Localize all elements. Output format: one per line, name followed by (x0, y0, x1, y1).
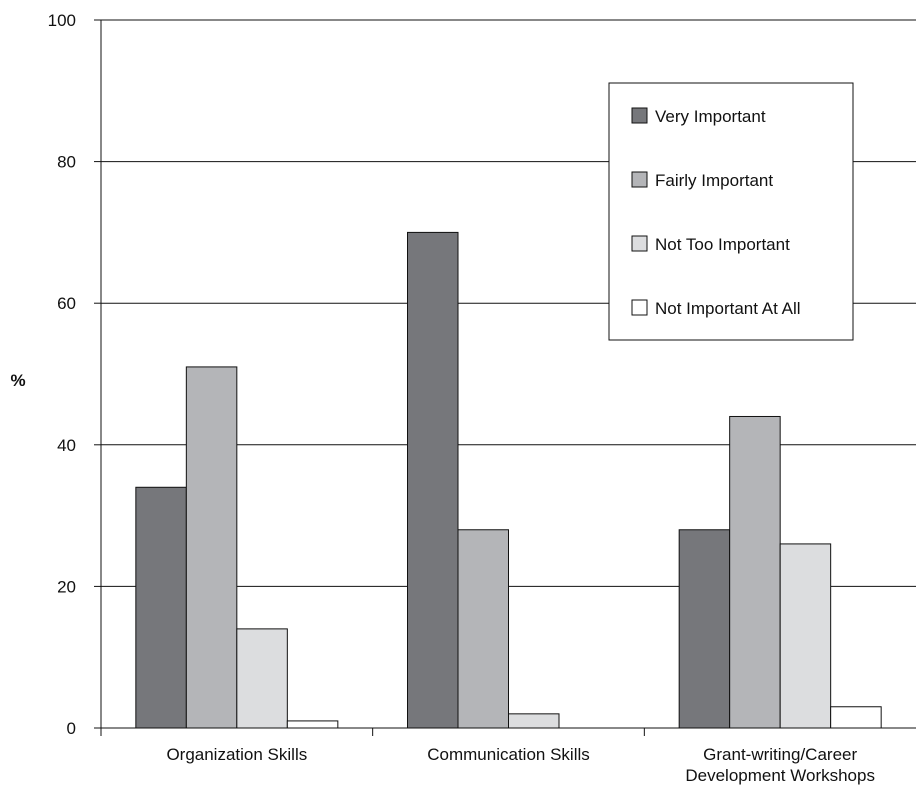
y-tick-label: 40 (57, 436, 76, 455)
y-tick-label: 60 (57, 294, 76, 313)
y-tick-label: 100 (48, 11, 76, 30)
bar-not-important-at-all (286, 720, 339, 729)
y-tick-label: 0 (67, 719, 76, 738)
bar-very-important (407, 231, 459, 729)
bar-very-important (135, 486, 187, 729)
x-tick-label: Organization Skills (166, 745, 307, 764)
legend-label: Not Too Important (655, 235, 790, 254)
legend-box (608, 82, 854, 341)
legend-swatch (631, 235, 648, 252)
y-tick-label: 80 (57, 153, 76, 172)
y-axis-label: % (10, 371, 25, 390)
legend-label: Not Important At All (655, 299, 801, 318)
legend-label: Fairly Important (655, 171, 773, 190)
bar-very-important (678, 529, 731, 729)
legend-swatch (631, 107, 648, 124)
bar-fairly-important (457, 529, 509, 729)
x-tick-label: Communication Skills (427, 745, 590, 764)
bar-not-too-important (779, 543, 832, 729)
bar-fairly-important (729, 415, 781, 729)
legend-label: Very Important (655, 107, 766, 126)
bar-fairly-important (185, 366, 238, 729)
bar-not-too-important (236, 628, 288, 729)
x-tick-label: Development Workshops (685, 766, 875, 785)
legend-swatch (631, 299, 648, 316)
bar-not-too-important (508, 713, 560, 729)
y-tick-label: 20 (57, 577, 76, 596)
legend-swatch (631, 171, 648, 188)
bar-not-important-at-all (830, 706, 882, 729)
x-tick-label: Grant-writing/Career (703, 745, 857, 764)
